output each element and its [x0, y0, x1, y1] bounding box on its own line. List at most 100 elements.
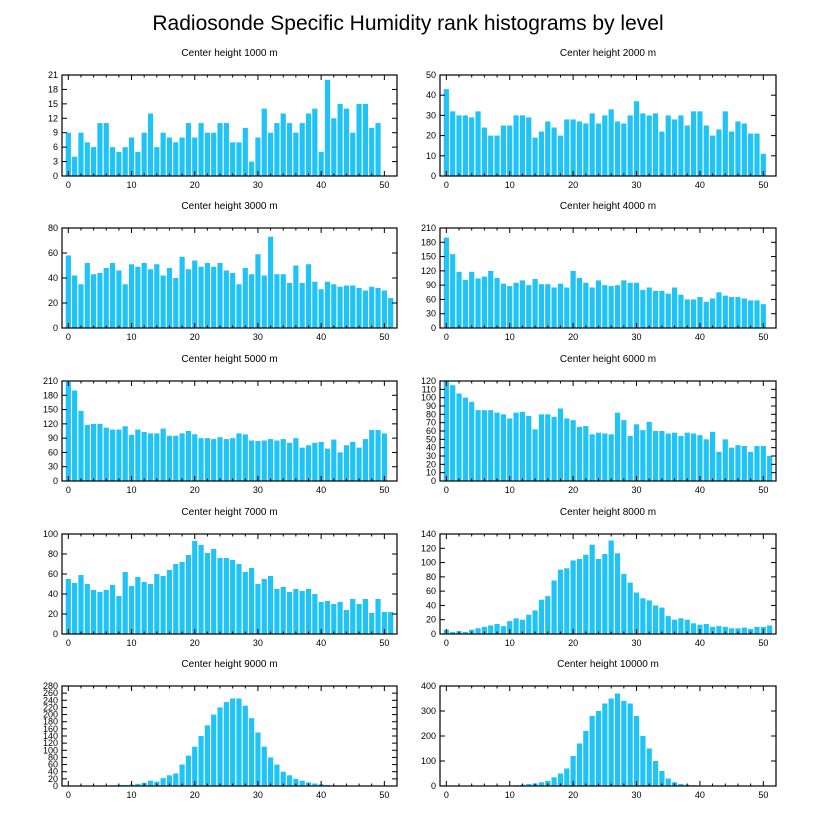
y-tick-label: 60	[48, 569, 58, 579]
histogram-bar	[647, 749, 652, 787]
histogram-bar	[300, 781, 305, 786]
histogram-bar	[545, 284, 550, 328]
y-tick-label: 0	[431, 323, 436, 333]
histogram-bar	[312, 109, 317, 176]
histogram-bar	[211, 267, 216, 328]
y-tick-label: 30	[48, 462, 58, 472]
histogram-bar	[78, 284, 83, 328]
histogram-bar	[173, 774, 178, 787]
histogram-bar	[621, 574, 626, 634]
y-tick-label: 6	[53, 142, 58, 152]
histogram-bar	[469, 117, 474, 176]
x-tick-label: 20	[568, 485, 578, 495]
histogram-bar	[602, 554, 607, 634]
histogram-bar	[691, 299, 696, 328]
histogram-bar	[729, 132, 734, 176]
histogram-bar	[590, 434, 595, 481]
histogram-bar	[754, 134, 759, 176]
histogram-bar	[287, 283, 292, 328]
histogram-bar	[236, 564, 241, 634]
histogram-bar	[192, 261, 197, 329]
histogram-bar	[571, 119, 576, 176]
histogram-bar	[583, 123, 588, 176]
histogram-bar	[577, 121, 582, 176]
histogram-bar	[66, 256, 71, 329]
histogram-bar	[634, 283, 639, 328]
histogram-bar	[754, 446, 759, 481]
histogram-bar	[78, 575, 83, 634]
histogram-bar	[621, 123, 626, 176]
histogram-bar	[148, 781, 153, 786]
y-tick-label: 10	[426, 151, 436, 161]
histogram-bar	[450, 385, 455, 481]
histogram-bar	[287, 592, 292, 634]
histogram-bar	[142, 432, 147, 481]
histogram-bar	[615, 694, 620, 787]
histogram-bar	[161, 576, 166, 634]
histogram-bar	[211, 549, 216, 634]
panel-title: Center height 4000 m	[560, 201, 656, 212]
y-tick-label: 40	[48, 589, 58, 599]
histogram-bar	[97, 123, 102, 176]
histogram-bar	[274, 765, 279, 786]
x-tick-label: 30	[253, 790, 263, 800]
histogram-bar	[520, 280, 525, 328]
y-tick-label: 120	[421, 376, 436, 386]
histogram-bar	[520, 412, 525, 481]
histogram-bar	[558, 409, 563, 482]
x-tick-label: 40	[316, 790, 326, 800]
histogram-bar	[110, 263, 115, 328]
histogram-bar	[382, 291, 387, 329]
histogram-bar	[262, 747, 267, 786]
histogram-bar	[526, 117, 531, 176]
y-tick-label: 0	[53, 323, 58, 333]
histogram-bar	[192, 541, 197, 634]
histogram-bar	[672, 288, 677, 328]
panel-title: Center height 10000 m	[557, 659, 659, 670]
histogram-bar	[356, 104, 361, 176]
histogram-bar	[312, 282, 317, 328]
x-tick-label: 0	[66, 485, 71, 495]
x-tick-label: 20	[190, 180, 200, 190]
histogram-bar	[230, 273, 235, 328]
histogram-bar	[363, 599, 368, 634]
histogram-bar	[748, 134, 753, 176]
histogram-bar	[659, 608, 664, 634]
histogram-bar	[255, 138, 260, 176]
histogram-bar	[564, 119, 569, 176]
y-tick-label: 20	[48, 609, 58, 619]
panel-title: Center height 2000 m	[560, 48, 656, 59]
histogram-bar	[142, 263, 147, 328]
histogram-bar	[450, 254, 455, 328]
histogram-bar	[742, 446, 747, 481]
histogram-bar	[494, 136, 499, 176]
histogram-bar	[274, 589, 279, 634]
y-tick-label: 300	[421, 706, 436, 716]
histogram-bar	[350, 599, 355, 634]
histogram-bar	[230, 142, 235, 176]
histogram-bar	[167, 268, 172, 328]
y-tick-label: 280	[43, 681, 58, 691]
histogram-bar	[710, 298, 715, 328]
histogram-bar	[590, 716, 595, 786]
histogram-bar	[488, 271, 493, 328]
histogram-bar	[723, 111, 728, 176]
histogram-bar	[634, 424, 639, 481]
histogram-bar	[129, 264, 134, 328]
histogram-bar	[729, 628, 734, 634]
histogram-bar	[678, 436, 683, 481]
y-tick-label: 60	[426, 294, 436, 304]
histogram-bar	[513, 413, 518, 481]
x-tick-label: 10	[127, 790, 137, 800]
x-tick-label: 10	[505, 638, 515, 648]
histogram-bar	[533, 279, 538, 328]
histogram-bar	[469, 272, 474, 328]
panel-title: Center height 3000 m	[181, 201, 277, 212]
histogram-bar	[507, 126, 512, 177]
histogram-bar	[217, 123, 222, 176]
histogram-bar	[716, 292, 721, 328]
histogram-bar	[748, 452, 753, 481]
plot-frame	[62, 686, 397, 786]
histogram-bar	[583, 731, 588, 786]
